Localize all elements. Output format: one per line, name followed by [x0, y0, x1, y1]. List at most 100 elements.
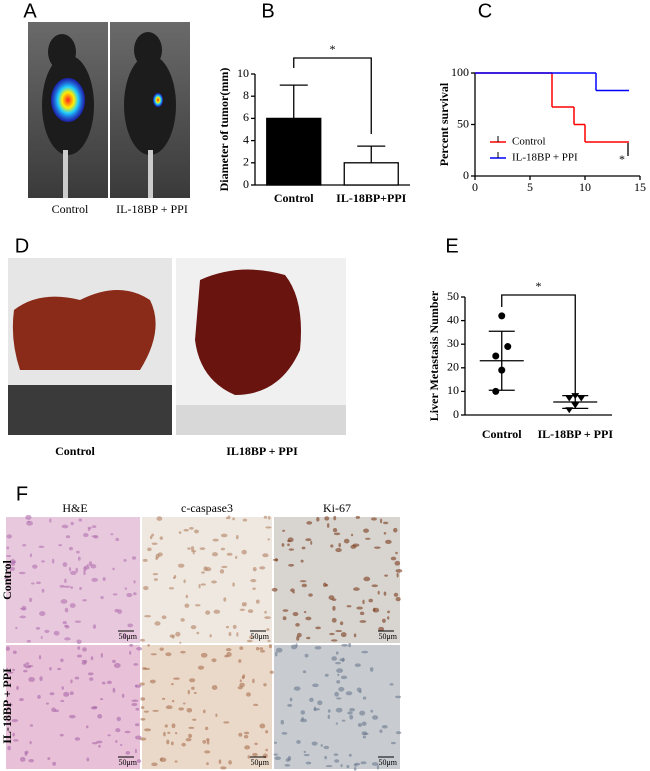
cell [203, 566, 208, 572]
cell [215, 713, 218, 717]
point [492, 387, 500, 395]
cell [282, 616, 287, 621]
ruler [8, 385, 172, 435]
cell [28, 759, 34, 763]
y-tick-label: 20 [447, 360, 459, 374]
cell [250, 579, 257, 583]
cell [349, 707, 356, 712]
significance-bracket [293, 57, 372, 134]
cell [241, 675, 245, 680]
significance-label: * [330, 42, 336, 56]
cell [345, 691, 353, 696]
cell [325, 765, 333, 768]
cell [246, 692, 251, 697]
cell [27, 520, 30, 523]
cell [81, 661, 87, 665]
cell [187, 689, 190, 695]
cell [115, 537, 120, 542]
cell [190, 625, 197, 630]
cell [305, 761, 312, 765]
cell [361, 721, 367, 726]
point [498, 312, 506, 320]
cell [300, 559, 304, 563]
cell [379, 729, 383, 734]
x-tick-label: 15 [634, 180, 646, 194]
cell [86, 564, 89, 567]
x-tick-label: 10 [579, 180, 591, 194]
cell [244, 602, 247, 607]
cell [324, 755, 328, 760]
cell [41, 588, 45, 593]
cell [341, 643, 348, 647]
cell [44, 629, 50, 633]
cell [238, 732, 243, 737]
cell [362, 735, 367, 739]
cell [209, 634, 212, 638]
scale-bar-label: 50μm [250, 632, 269, 641]
cell [29, 740, 32, 745]
cell [64, 578, 67, 584]
cell [335, 722, 338, 725]
point [504, 343, 512, 351]
cell [378, 626, 385, 632]
signal [51, 78, 85, 122]
cell [149, 535, 153, 540]
cell [41, 560, 45, 563]
cell [335, 548, 342, 553]
cell [328, 595, 335, 600]
cell [191, 550, 197, 553]
cell [273, 753, 278, 756]
cell [75, 567, 79, 573]
liver [195, 269, 301, 395]
cell [273, 741, 277, 744]
cell [70, 570, 77, 576]
cell [96, 740, 103, 744]
cell [303, 611, 307, 614]
cell [87, 528, 91, 531]
cell [7, 745, 11, 751]
cell [112, 567, 115, 571]
cell [395, 551, 398, 555]
cell [341, 657, 345, 662]
cell [196, 631, 200, 635]
point [492, 352, 500, 360]
cell [5, 646, 10, 651]
cell [203, 709, 206, 714]
cell [88, 561, 93, 567]
cell [39, 611, 46, 617]
cell [355, 515, 361, 519]
cell [76, 654, 83, 658]
cell [193, 691, 197, 695]
cell [348, 642, 352, 648]
cell [45, 702, 50, 705]
cell [171, 683, 174, 686]
cell [275, 647, 283, 653]
cell [390, 741, 396, 745]
cell [371, 584, 378, 588]
cell [252, 566, 257, 572]
cell [300, 710, 306, 715]
cell [255, 599, 260, 604]
cell [223, 721, 230, 724]
cell [329, 632, 335, 636]
panel-label: D [15, 235, 29, 257]
caption: Control [55, 444, 95, 458]
cell [239, 682, 245, 688]
cell [165, 652, 172, 657]
cell [309, 697, 314, 703]
cell [133, 580, 136, 584]
panel-label: C [478, 0, 492, 22]
x-tick-label: Control [482, 427, 522, 441]
cell [259, 566, 266, 570]
cell [169, 634, 174, 638]
cell [296, 632, 302, 638]
cell [29, 597, 33, 602]
cell [136, 646, 143, 651]
cell [57, 667, 62, 671]
cell [220, 547, 226, 551]
cell [324, 516, 330, 521]
cell [64, 624, 69, 627]
x-tick-label: IL-18BP + PPI [537, 427, 613, 441]
row-header: IL-18BP + PPI [0, 668, 14, 744]
cell [333, 532, 341, 536]
